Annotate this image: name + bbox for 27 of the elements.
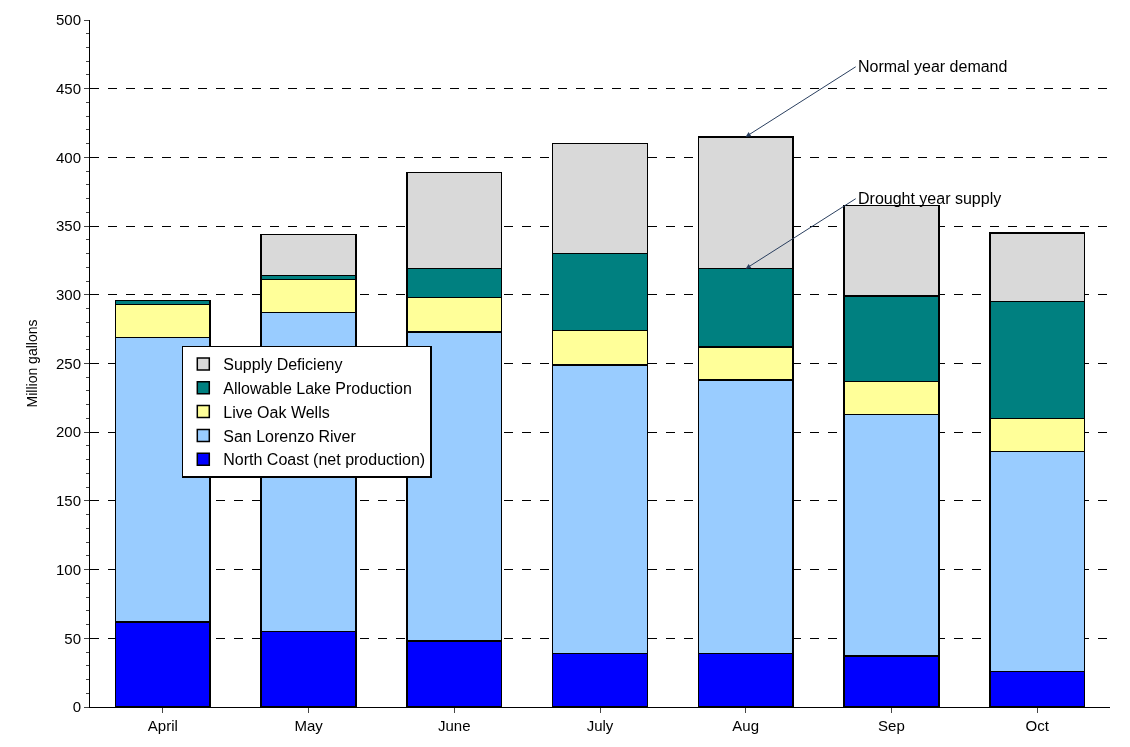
y-tick-label: 200 <box>55 423 81 441</box>
y-tick-label: 350 <box>55 217 81 235</box>
y-tick-label: 0 <box>72 698 81 716</box>
legend-label: Allowable Lake Production <box>223 380 412 398</box>
y-tick-label: 400 <box>55 148 81 166</box>
x-tick-label: Aug <box>732 717 760 734</box>
x-tick-label: April <box>147 717 178 734</box>
legend-label: North Coast (net production) <box>223 451 426 469</box>
x-tick-label: June <box>438 717 471 734</box>
y-tick-label: 250 <box>55 354 81 372</box>
y-axis-title: Million gallons <box>23 319 40 408</box>
y-tick-label: 450 <box>55 79 81 97</box>
legend-label: Supply Deficieny <box>223 356 343 374</box>
x-tick-label: July <box>586 717 614 734</box>
x-tick-label: Oct <box>1025 717 1050 734</box>
annotation: Drought year supply <box>858 190 1002 207</box>
y-tick-label: 100 <box>55 560 81 578</box>
x-tick-label: May <box>294 717 324 734</box>
y-tick-label: 50 <box>64 629 81 647</box>
bar <box>260 233 357 277</box>
annotation: Normal year demand <box>858 58 1008 75</box>
y-tick-label: 500 <box>55 11 81 29</box>
y-tick-label: 300 <box>55 286 81 304</box>
y-tick-label: 150 <box>55 492 81 510</box>
legend-label: San Lorenzo River <box>223 427 357 445</box>
x-tick-label: Sep <box>878 717 905 734</box>
legend-label: Live Oak Wells <box>223 403 330 421</box>
